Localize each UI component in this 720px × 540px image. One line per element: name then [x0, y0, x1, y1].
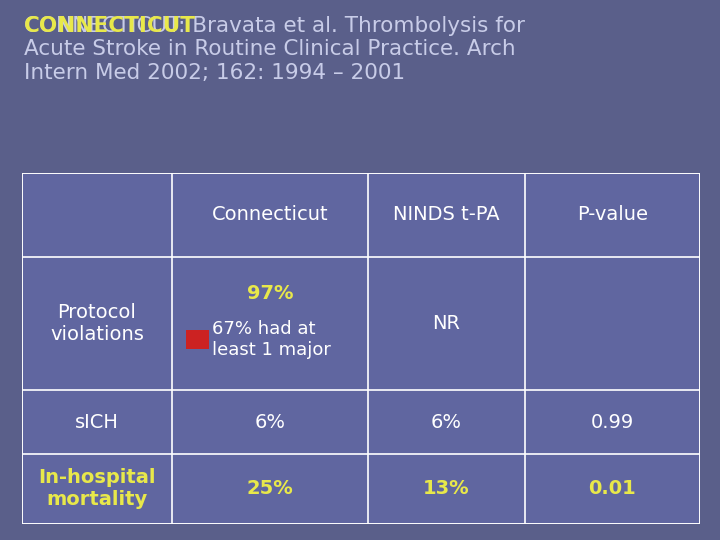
Bar — [186, 330, 209, 349]
Text: Connecticut: Connecticut — [212, 205, 328, 225]
Text: NINDS t-PA: NINDS t-PA — [393, 205, 500, 225]
Text: 67% had at
least 1 major: 67% had at least 1 major — [212, 320, 331, 359]
Text: 6%: 6% — [431, 413, 462, 431]
Text: 6%: 6% — [254, 413, 285, 431]
Text: CONNECTICUT: CONNECTICUT — [24, 16, 196, 36]
Text: In-hospital
mortality: In-hospital mortality — [38, 468, 156, 509]
Text: 97%: 97% — [246, 285, 293, 303]
Text: P-value: P-value — [577, 205, 648, 225]
Text: 13%: 13% — [423, 479, 469, 498]
Text: 0.99: 0.99 — [590, 413, 634, 431]
Text: Protocol
violations: Protocol violations — [50, 303, 144, 344]
Text: sICH: sICH — [75, 413, 119, 431]
Text: 25%: 25% — [246, 479, 293, 498]
Text: NR: NR — [432, 314, 460, 333]
Text: CONNECTICUT: Bravata et al. Thrombolysis for
Acute Stroke in Routine Clinical Pr: CONNECTICUT: Bravata et al. Thrombolysis… — [24, 16, 525, 83]
Text: 0.01: 0.01 — [588, 479, 636, 498]
